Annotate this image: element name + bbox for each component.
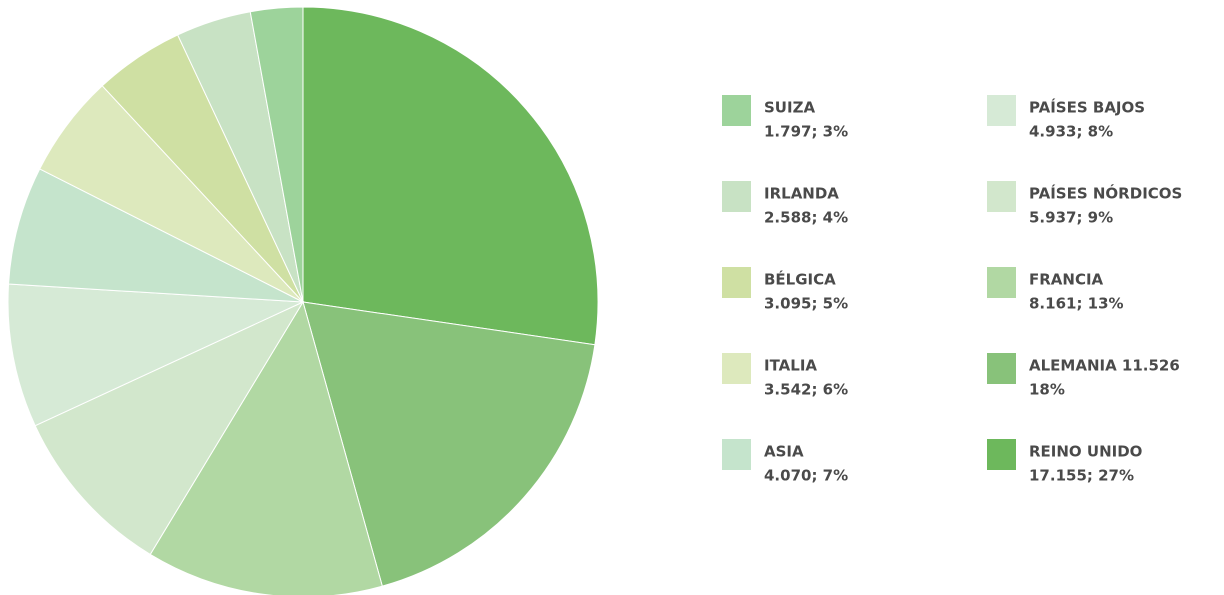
legend-value: 3.542; 6% xyxy=(764,381,848,399)
legend-label: SUIZA xyxy=(764,99,815,117)
legend-value: 4.070; 7% xyxy=(764,467,848,485)
pie-slice xyxy=(249,6,304,303)
legend-value: 17.155; 27% xyxy=(1029,467,1134,485)
legend-swatch xyxy=(722,181,751,212)
legend-label: IRLANDA xyxy=(764,185,839,203)
legend-swatch xyxy=(987,95,1016,126)
pie-slice xyxy=(34,300,305,556)
legend-swatch xyxy=(987,267,1016,298)
legend-swatch xyxy=(722,353,751,384)
legend-label: BÉLGICA xyxy=(764,270,836,289)
legend-value: 2.588; 4% xyxy=(764,209,848,227)
legend-value: 4.933; 8% xyxy=(1029,123,1113,141)
legend-value: 18% xyxy=(1029,381,1065,399)
pie-slice xyxy=(7,283,304,427)
legend-swatch xyxy=(722,439,751,470)
pie-slice xyxy=(302,301,596,587)
legend-swatch xyxy=(987,181,1016,212)
pie-slice xyxy=(302,6,599,346)
legend-value: 1.797; 3% xyxy=(764,123,848,141)
legend-value: 5.937; 9% xyxy=(1029,209,1113,227)
legend-label: REINO UNIDO xyxy=(1029,443,1142,461)
legend-label: FRANCIA xyxy=(1029,271,1104,289)
legend-label: ASIA xyxy=(764,443,804,461)
legend-swatch xyxy=(987,439,1016,470)
legend-value: 8.161; 13% xyxy=(1029,295,1124,313)
pie-slice xyxy=(149,300,383,595)
pie-slice xyxy=(8,168,304,303)
legend-value: 3.095; 5% xyxy=(764,295,848,313)
legend-label: PAÍSES NÓRDICOS xyxy=(1029,184,1182,203)
legend-swatch xyxy=(722,95,751,126)
legend-swatch xyxy=(722,267,751,298)
legend-label: PAÍSES BAJOS xyxy=(1029,98,1145,117)
legend-label: ALEMANIA 11.526 xyxy=(1029,357,1180,375)
legend-swatch xyxy=(987,353,1016,384)
legend-label: ITALIA xyxy=(764,357,817,375)
